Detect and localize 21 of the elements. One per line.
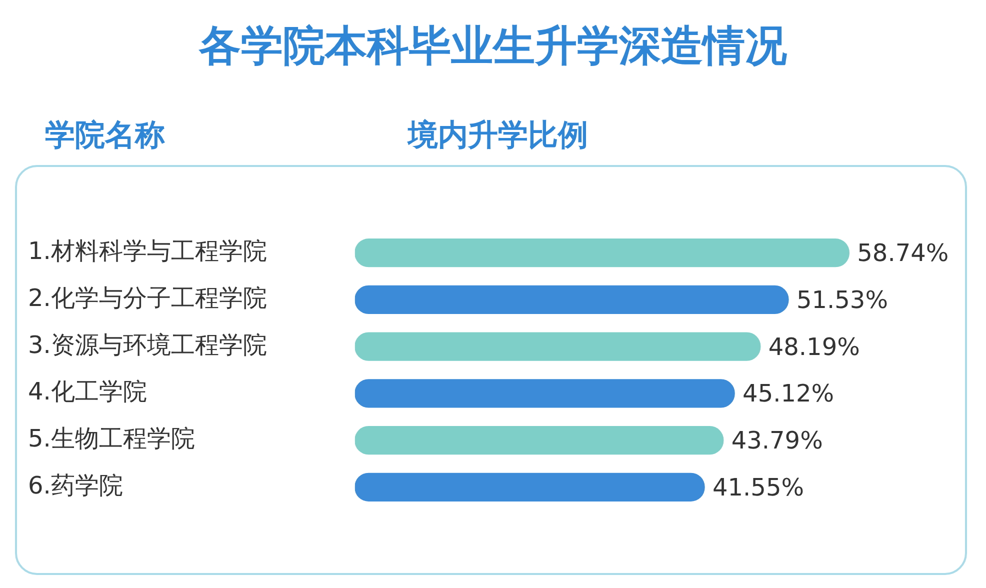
- y-tick-label: 3.资源与环境工程学院: [28, 330, 267, 359]
- data-label: 43.79%: [731, 426, 823, 455]
- chart-title: 各学院本科毕业生升学深造情况: [198, 20, 788, 72]
- data-label: 48.19%: [768, 332, 860, 361]
- y-axis-title: 学院名称: [45, 117, 165, 155]
- bar: [354, 238, 850, 268]
- bar: [354, 426, 724, 455]
- y-tick-label: 5.生物工程学院: [28, 424, 195, 453]
- y-tick-label: 2.化学与分子工程学院: [28, 284, 267, 312]
- data-label: 58.74%: [857, 239, 949, 268]
- x-axis-title: 境内升学比例: [408, 117, 588, 155]
- data-label: 45.12%: [742, 380, 834, 408]
- bar: [354, 379, 735, 408]
- y-tick-label: 6.药学院: [28, 471, 123, 500]
- bar: [354, 332, 761, 361]
- bar: [354, 285, 789, 314]
- y-tick-label: 4.化工学院: [28, 378, 147, 406]
- data-label: 51.53%: [796, 286, 888, 314]
- data-label: 41.55%: [712, 473, 804, 502]
- y-tick-label: 1.材料科学与工程学院: [28, 237, 267, 266]
- bar: [354, 472, 705, 502]
